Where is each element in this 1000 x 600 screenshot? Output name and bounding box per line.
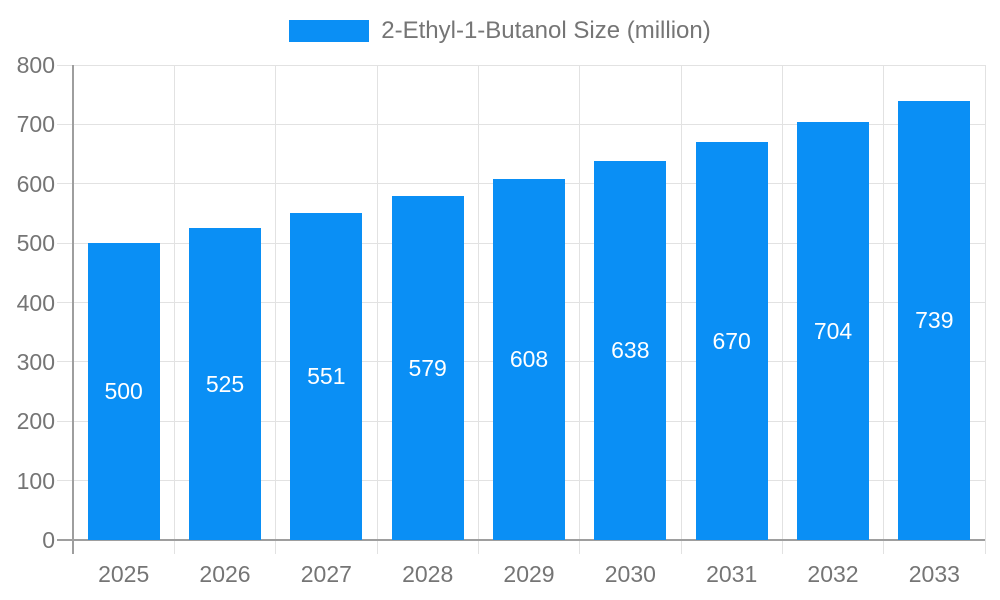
y-axis-line xyxy=(72,65,74,554)
x-gridline xyxy=(173,65,175,554)
x-axis-line xyxy=(57,539,985,541)
y-gridline xyxy=(57,123,985,125)
x-gridline xyxy=(984,65,986,554)
bar: 739 xyxy=(898,101,971,540)
y-tick-label: 800 xyxy=(16,52,55,78)
bar: 608 xyxy=(493,179,565,540)
x-tick-label: 2032 xyxy=(807,561,859,587)
bar-value-label: 704 xyxy=(813,317,853,344)
y-tick-label: 200 xyxy=(16,408,55,435)
x-tick-label: 2029 xyxy=(503,561,555,587)
y-tick-label: 400 xyxy=(16,289,55,316)
y-tick-label: 600 xyxy=(16,170,55,197)
y-tick-label: 100 xyxy=(16,467,55,494)
bar-value-label: 608 xyxy=(509,346,549,372)
x-tick-label: 2031 xyxy=(706,561,758,587)
x-gridline xyxy=(275,65,277,554)
bar-value-label: 670 xyxy=(712,327,751,354)
bar-value-label: 500 xyxy=(104,378,143,405)
legend-swatch xyxy=(289,20,370,42)
y-gridline xyxy=(57,64,985,66)
x-gridline xyxy=(781,65,783,554)
y-tick-label: 500 xyxy=(16,230,55,257)
bar: 551 xyxy=(290,212,363,540)
x-gridline xyxy=(680,65,682,554)
bar: 670 xyxy=(695,142,768,540)
bar: 638 xyxy=(594,161,667,540)
x-tick-label: 2033 xyxy=(908,561,960,587)
y-tick-label: 300 xyxy=(16,348,55,375)
x-tick-label: 2025 xyxy=(98,561,150,587)
x-tick-label: 2030 xyxy=(604,561,656,587)
x-gridline xyxy=(883,65,885,554)
x-tick-label: 2028 xyxy=(402,561,454,587)
bar-value-label: 551 xyxy=(307,362,346,389)
y-tick-label: 700 xyxy=(16,111,55,138)
legend: 2-Ethyl-1-Butanol Size (million) xyxy=(0,16,1000,46)
x-gridline xyxy=(579,65,581,554)
x-tick-label: 2027 xyxy=(300,561,352,587)
bar: 500 xyxy=(87,243,160,540)
bar: 704 xyxy=(797,122,869,540)
legend-label: 2-Ethyl-1-Butanol Size (million) xyxy=(381,17,711,44)
x-gridline xyxy=(376,65,378,554)
y-tick-label: 0 xyxy=(42,527,55,553)
bar-value-label: 739 xyxy=(915,307,954,334)
x-gridline xyxy=(477,65,479,554)
bar-value-label: 638 xyxy=(611,337,650,364)
bar-value-label: 525 xyxy=(205,370,245,397)
x-tick-label: 2026 xyxy=(199,561,251,587)
bar-value-label: 579 xyxy=(408,354,447,381)
bar: 525 xyxy=(189,228,261,540)
bar: 579 xyxy=(391,196,464,540)
